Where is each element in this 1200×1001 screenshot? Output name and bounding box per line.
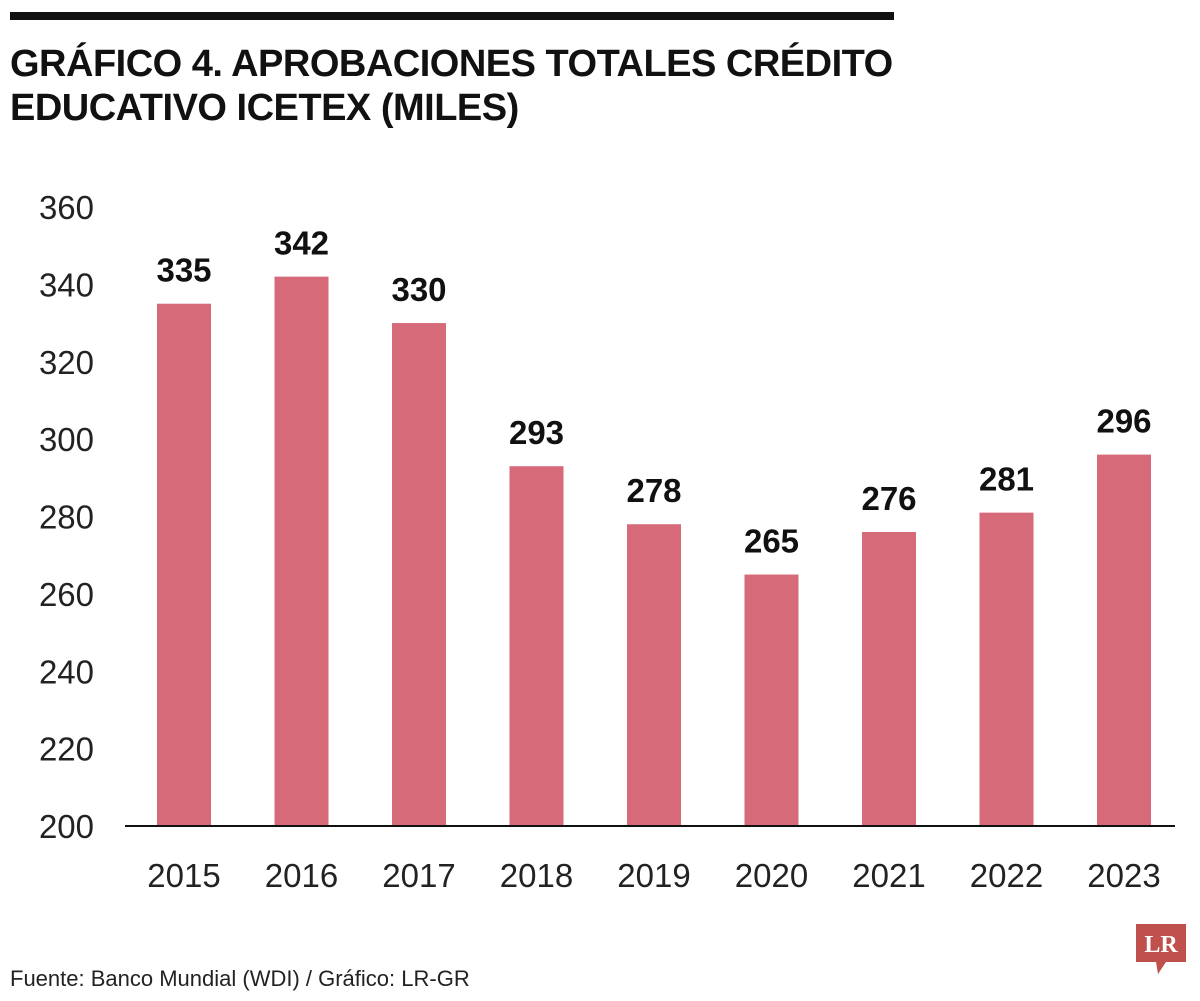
- y-tick-label: 220: [39, 731, 94, 768]
- x-tick-label: 2018: [500, 857, 573, 894]
- y-tick-label: 260: [39, 576, 94, 613]
- bar-value-label: 276: [861, 480, 916, 517]
- y-tick-label: 340: [39, 266, 94, 303]
- bar-2018: [509, 466, 564, 826]
- bar-value-labels: 335 342 330 293 278 265 276 281 296: [156, 225, 1151, 560]
- y-tick-label: 200: [39, 808, 94, 845]
- bar-2021: [862, 531, 916, 826]
- x-axis-ticks: 2015 2016 2017 2018 2019 2020 2021 2022 2023: [147, 857, 1160, 894]
- x-tick-label: 2021: [852, 857, 925, 894]
- bar-2022: [979, 512, 1034, 826]
- y-tick-label: 280: [39, 499, 94, 536]
- y-tick-label: 360: [39, 189, 94, 226]
- bars: [157, 276, 1151, 826]
- x-tick-label: 2022: [970, 857, 1043, 894]
- x-tick-label: 2016: [265, 857, 338, 894]
- x-tick-label: 2023: [1087, 857, 1160, 894]
- bar-value-label: 342: [274, 225, 329, 262]
- x-tick-label: 2019: [617, 857, 690, 894]
- y-tick-label: 320: [39, 344, 94, 381]
- lr-logo: LR: [1136, 924, 1186, 974]
- bar-2015: [157, 303, 211, 826]
- x-tick-label: 2017: [382, 857, 455, 894]
- x-tick-label: 2020: [735, 857, 808, 894]
- bar-value-label: 296: [1096, 403, 1151, 440]
- chart-title: GRÁFICO 4. APROBACIONES TOTALES CRÉDITO …: [10, 43, 893, 129]
- y-tick-label: 240: [39, 653, 94, 690]
- logo-text: LR: [1144, 932, 1178, 958]
- bar-2019: [627, 524, 681, 826]
- bar-value-label: 335: [156, 252, 211, 289]
- source-note: Fuente: Banco Mundial (WDI) / Gráfico: L…: [10, 966, 470, 991]
- y-axis-ticks: 200 220 240 260 280 300 320 340 360: [39, 189, 94, 845]
- y-tick-label: 300: [39, 421, 94, 458]
- bar-2017: [392, 323, 446, 826]
- bar-2020: [744, 574, 799, 826]
- title-rule: [10, 12, 894, 20]
- bar-2023: [1097, 454, 1151, 826]
- bar-value-label: 278: [626, 472, 681, 509]
- bar-value-label: 330: [391, 271, 446, 308]
- bar-2016: [274, 276, 329, 826]
- logo-badge: [1136, 924, 1186, 974]
- x-tick-label: 2015: [147, 857, 220, 894]
- bar-value-label: 265: [744, 523, 799, 560]
- bar-value-label: 281: [979, 461, 1034, 498]
- bar-value-label: 293: [509, 414, 564, 451]
